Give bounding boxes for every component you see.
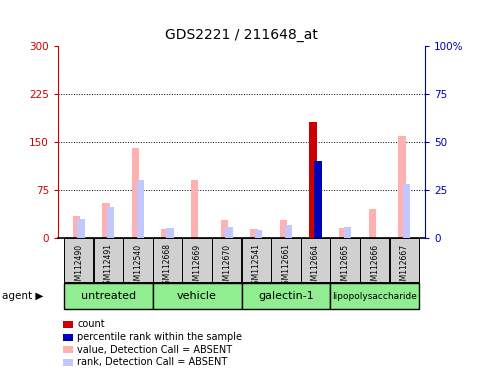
Bar	[255, 230, 262, 238]
FancyBboxPatch shape	[94, 238, 123, 282]
Text: GSM112540: GSM112540	[133, 243, 142, 290]
Bar	[280, 220, 287, 238]
Bar	[339, 228, 346, 238]
Bar	[403, 184, 411, 238]
Bar	[250, 229, 257, 238]
FancyBboxPatch shape	[242, 283, 330, 309]
Bar	[398, 136, 406, 238]
Bar	[137, 180, 144, 238]
Bar	[77, 219, 85, 238]
Text: GSM112668: GSM112668	[163, 243, 172, 290]
FancyBboxPatch shape	[330, 283, 419, 309]
Title: GDS2221 / 211648_at: GDS2221 / 211648_at	[165, 28, 318, 42]
FancyBboxPatch shape	[64, 283, 153, 309]
FancyBboxPatch shape	[153, 238, 182, 282]
FancyBboxPatch shape	[301, 238, 330, 282]
Text: GSM112491: GSM112491	[104, 243, 113, 290]
Bar	[310, 122, 317, 238]
FancyBboxPatch shape	[153, 283, 242, 309]
Text: lipopolysaccharide: lipopolysaccharide	[332, 291, 417, 301]
Text: GSM112664: GSM112664	[311, 243, 320, 290]
Bar	[226, 227, 233, 238]
Text: agent ▶: agent ▶	[2, 291, 44, 301]
Text: count: count	[77, 319, 105, 329]
Bar	[102, 203, 110, 238]
FancyBboxPatch shape	[330, 238, 360, 282]
Text: vehicle: vehicle	[177, 291, 217, 301]
Text: GSM112665: GSM112665	[341, 243, 350, 290]
Bar	[314, 161, 322, 238]
FancyBboxPatch shape	[212, 238, 242, 282]
Bar	[72, 216, 80, 238]
Text: rank, Detection Call = ABSENT: rank, Detection Call = ABSENT	[77, 358, 227, 367]
Bar	[107, 207, 114, 238]
Bar	[344, 227, 351, 238]
Text: GSM112667: GSM112667	[400, 243, 409, 290]
Text: galectin-1: galectin-1	[258, 291, 314, 301]
Text: GSM112669: GSM112669	[193, 243, 201, 290]
FancyBboxPatch shape	[360, 238, 389, 282]
Text: GSM112490: GSM112490	[74, 243, 83, 290]
Bar	[161, 229, 169, 238]
FancyBboxPatch shape	[271, 238, 300, 282]
Text: GSM112670: GSM112670	[222, 243, 231, 290]
FancyBboxPatch shape	[123, 238, 153, 282]
Bar	[369, 209, 376, 238]
FancyBboxPatch shape	[242, 238, 271, 282]
FancyBboxPatch shape	[183, 238, 212, 282]
Bar	[284, 225, 292, 238]
Bar	[132, 149, 139, 238]
Text: percentile rank within the sample: percentile rank within the sample	[77, 332, 242, 342]
Bar	[191, 180, 199, 238]
FancyBboxPatch shape	[390, 238, 419, 282]
Bar	[166, 228, 173, 238]
Text: untreated: untreated	[81, 291, 136, 301]
Text: GSM112541: GSM112541	[252, 243, 261, 290]
Text: GSM112666: GSM112666	[370, 243, 379, 290]
Bar	[221, 220, 228, 238]
Text: GSM112661: GSM112661	[282, 243, 290, 290]
FancyBboxPatch shape	[64, 238, 93, 282]
Text: value, Detection Call = ABSENT: value, Detection Call = ABSENT	[77, 345, 232, 355]
